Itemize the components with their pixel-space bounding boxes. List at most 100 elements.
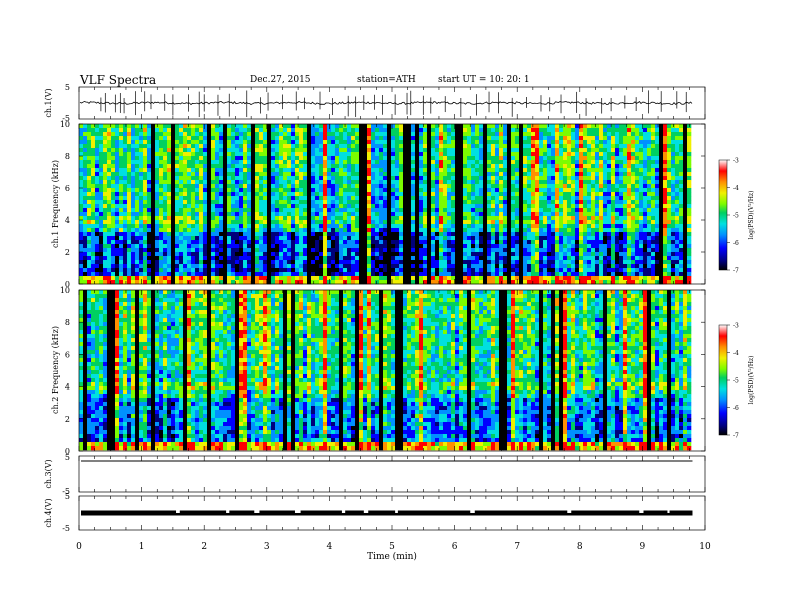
spectrogram-cell bbox=[143, 156, 148, 161]
spectrogram-cell bbox=[251, 232, 256, 237]
spectrogram-cell bbox=[87, 132, 92, 137]
spectrogram-cell bbox=[307, 184, 312, 189]
spectrogram-cell bbox=[547, 200, 552, 205]
spectrogram-cell bbox=[299, 196, 304, 201]
spectrogram-cell bbox=[251, 188, 256, 193]
spectrogram-cell bbox=[659, 192, 664, 197]
spectrogram-cell bbox=[467, 148, 472, 153]
spectrogram-cell bbox=[599, 200, 604, 205]
spectrogram-cell bbox=[259, 248, 264, 253]
spectrogram-cell bbox=[83, 176, 88, 181]
spectrogram-cell bbox=[683, 140, 688, 145]
spectrogram-cell bbox=[607, 232, 612, 237]
spectrogram-cell bbox=[611, 144, 616, 149]
spectrogram-cell bbox=[211, 168, 216, 173]
spectrogram-cell bbox=[531, 164, 536, 169]
spectrogram-cell bbox=[383, 220, 388, 225]
spectrogram-cell bbox=[263, 196, 268, 201]
spectrogram-cell bbox=[655, 204, 660, 209]
spectrogram-cell bbox=[139, 200, 144, 205]
spectrogram-cell bbox=[595, 172, 600, 177]
spectrogram-cell bbox=[295, 136, 300, 141]
spectrogram-row bbox=[79, 156, 692, 161]
spectrogram-cell bbox=[319, 236, 324, 241]
spectrogram-cell bbox=[167, 232, 172, 237]
spectrogram-cell bbox=[275, 224, 280, 229]
spectrogram-cell bbox=[643, 236, 648, 241]
spectrogram-cell bbox=[227, 180, 232, 185]
spectrogram-cell bbox=[411, 200, 416, 205]
spectrogram-cell bbox=[651, 208, 656, 213]
spectrogram-cell bbox=[543, 220, 548, 225]
spectrogram-cell bbox=[335, 168, 340, 173]
spectrogram-cell bbox=[515, 160, 520, 165]
spectrogram-cell bbox=[243, 232, 248, 237]
spectrogram-cell bbox=[311, 152, 316, 157]
spectrogram-cell bbox=[207, 200, 212, 205]
spectrogram-cell bbox=[351, 204, 356, 209]
spectrogram-cell bbox=[375, 232, 380, 237]
spectrogram-cell bbox=[167, 160, 172, 165]
spectrogram-cell bbox=[459, 132, 464, 137]
spectrogram-cell bbox=[119, 132, 124, 137]
spectrogram-cell bbox=[655, 140, 660, 145]
spectrogram-cell bbox=[251, 208, 256, 213]
spectrogram-cell bbox=[671, 208, 676, 213]
spectrogram-cell bbox=[647, 240, 652, 245]
spectrogram-cell bbox=[283, 228, 288, 233]
spectrogram-row bbox=[79, 140, 692, 145]
spectrogram-cell bbox=[355, 192, 360, 197]
spectrogram-cell bbox=[191, 136, 196, 141]
spectrogram-cell bbox=[375, 196, 380, 201]
spectrogram-cell bbox=[155, 152, 160, 157]
spectrogram-cell bbox=[495, 232, 500, 237]
spectrogram-cell bbox=[571, 196, 576, 201]
spectrogram-cell bbox=[319, 148, 324, 153]
spectrogram-cell bbox=[387, 240, 392, 245]
spectrogram-cell bbox=[115, 144, 120, 149]
spectrogram-cell bbox=[475, 176, 480, 181]
spectrogram-cell bbox=[187, 140, 192, 145]
spectrogram-cell bbox=[623, 124, 628, 129]
spectrogram-cell bbox=[127, 140, 132, 145]
spectrogram-cell bbox=[235, 192, 240, 197]
spectrogram-cell bbox=[103, 196, 108, 201]
spectrogram-cell bbox=[235, 204, 240, 209]
spectrogram-cell bbox=[519, 136, 524, 141]
spectrogram-cell bbox=[379, 136, 384, 141]
spectrogram-cell bbox=[155, 140, 160, 145]
spectrogram-cell bbox=[287, 160, 292, 165]
spectrogram-cell bbox=[371, 128, 376, 133]
spectrogram-cell bbox=[487, 184, 492, 189]
spectrogram-cell bbox=[379, 172, 384, 177]
spectrogram-cell bbox=[135, 208, 140, 213]
spectrogram-cell bbox=[375, 240, 380, 245]
spectrogram-cell bbox=[171, 160, 176, 165]
spectrogram-cell bbox=[507, 184, 512, 189]
spectrogram-cell bbox=[415, 132, 420, 137]
spectrogram-cell bbox=[211, 220, 216, 225]
spectrogram-cell bbox=[175, 152, 180, 157]
spectrogram-cell bbox=[379, 168, 384, 173]
spectrogram-cell bbox=[379, 152, 384, 157]
spectrogram-cell bbox=[359, 208, 364, 213]
spectrogram-cell bbox=[203, 240, 208, 245]
spectrogram-cell bbox=[219, 200, 224, 205]
spectrogram-cell bbox=[243, 168, 248, 173]
spectrogram-cell bbox=[659, 208, 664, 213]
spectrogram-cell bbox=[299, 172, 304, 177]
spectrogram-cell bbox=[203, 168, 208, 173]
spectrogram-cell bbox=[483, 144, 488, 149]
spectrogram-cell bbox=[319, 232, 324, 237]
spectrogram-cell bbox=[619, 148, 624, 153]
spectrogram-cell bbox=[299, 140, 304, 145]
spectrogram-cell bbox=[211, 184, 216, 189]
spectrogram-cell bbox=[603, 216, 608, 221]
spectrogram-cell bbox=[459, 136, 464, 141]
spectrogram-cell bbox=[543, 184, 548, 189]
spectrogram-cell bbox=[531, 244, 536, 249]
spectrogram-cell bbox=[411, 236, 416, 241]
spectrogram-cell bbox=[311, 132, 316, 137]
spectrogram-cell bbox=[423, 228, 428, 233]
spectrogram-cell bbox=[219, 236, 224, 241]
